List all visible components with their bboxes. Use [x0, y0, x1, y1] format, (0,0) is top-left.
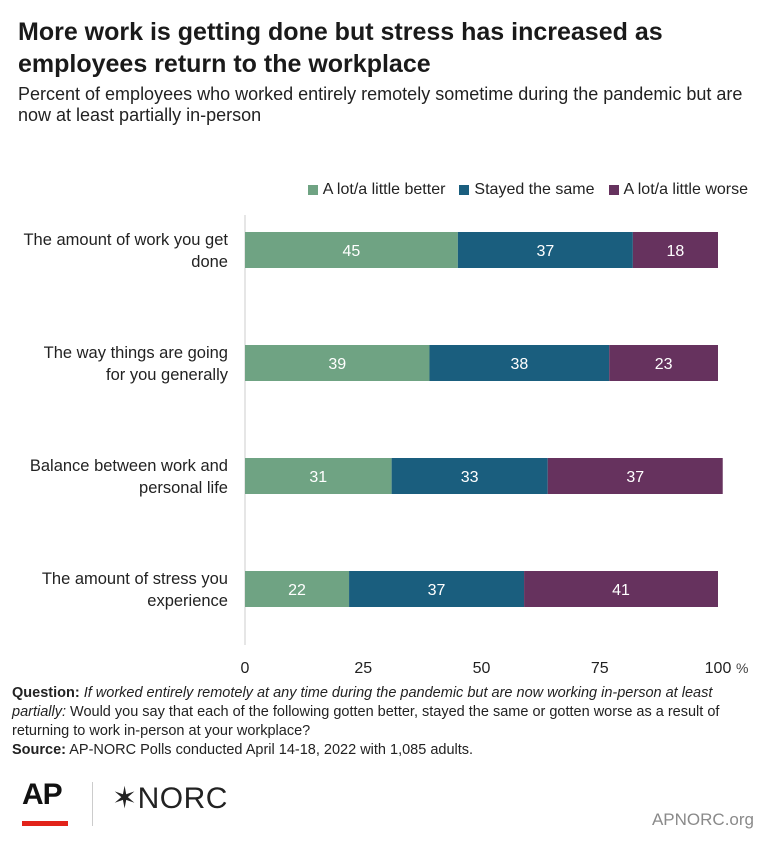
data-label: 33 — [461, 469, 479, 486]
source-label: Source: — [12, 742, 66, 758]
bar-segment — [457, 232, 633, 268]
data-label: 41 — [612, 582, 630, 599]
data-label: 23 — [655, 356, 673, 373]
source-text: AP-NORC Polls conducted April 14-18, 202… — [69, 742, 474, 758]
data-label: 22 — [288, 582, 306, 599]
legend-swatch-same — [459, 185, 470, 195]
legend-swatch-worse — [608, 185, 619, 195]
legend-label-better: A lot/a little better — [322, 181, 446, 198]
x-tick-label: 75 — [591, 660, 609, 677]
x-tick-label: 0 — [241, 660, 250, 677]
norc-logo: ✶NORC — [112, 782, 228, 815]
data-label: 45 — [343, 243, 361, 260]
bar-segment — [245, 571, 350, 607]
chart-subtitle: Percent of employees who worked entirely… — [18, 84, 743, 125]
category-label: The amount of work you get done — [23, 231, 228, 271]
category-label: The way things are going for you generall… — [44, 344, 229, 384]
legend-swatch-better — [307, 185, 318, 195]
data-label: 18 — [667, 243, 685, 260]
site-url: APNORC.org — [651, 810, 754, 829]
bar-segment — [245, 345, 430, 381]
category-label: The amount of stress you experience — [42, 570, 228, 610]
legend-item-same: Stayed the same — [459, 181, 595, 199]
bar-segment — [391, 458, 548, 494]
bar-segment — [349, 571, 525, 607]
legend-item-worse: A lot/a little worse — [608, 181, 749, 199]
data-label: 37 — [428, 582, 446, 599]
bar-segment — [609, 345, 718, 381]
bar-segment — [429, 345, 610, 381]
bar-segment — [547, 458, 723, 494]
x-tick-label: 25 — [354, 660, 372, 677]
data-label: 37 — [536, 243, 554, 260]
legend: A lot/a little better Stayed the same A … — [307, 181, 749, 199]
bar-segment — [245, 458, 392, 494]
x-tick-label: 50 — [473, 660, 491, 677]
legend-label-worse: A lot/a little worse — [623, 181, 749, 198]
x-tick-label: 100 — [705, 660, 732, 677]
data-label: 39 — [328, 356, 346, 373]
question-italic: If worked entirely remotely at any time … — [12, 685, 713, 720]
category-label: Balance between work and personal life — [30, 457, 228, 497]
data-label: 37 — [626, 469, 644, 486]
question-label: Question: — [12, 685, 80, 701]
logo-divider — [92, 782, 93, 826]
bar-segment — [524, 571, 718, 607]
bar-segment — [632, 232, 718, 268]
stacked-bar-chart: The amount of work you get done 45 37 18 The … — [23, 215, 748, 677]
chart-title: More work is getting done but stress has… — [18, 18, 663, 78]
legend-item-better: A lot/a little better — [307, 181, 446, 199]
bar-segment — [245, 232, 458, 268]
data-label: 31 — [309, 469, 327, 486]
ap-logo: AP — [22, 778, 63, 811]
x-unit-label: % — [736, 660, 748, 676]
ap-logo-underline — [22, 821, 68, 826]
data-label: 38 — [510, 356, 528, 373]
legend-label-same: Stayed the same — [474, 181, 595, 198]
question-text: Would you say that each of the following… — [12, 704, 720, 739]
footnote: Question: If worked entirely remotely at… — [12, 684, 757, 760]
